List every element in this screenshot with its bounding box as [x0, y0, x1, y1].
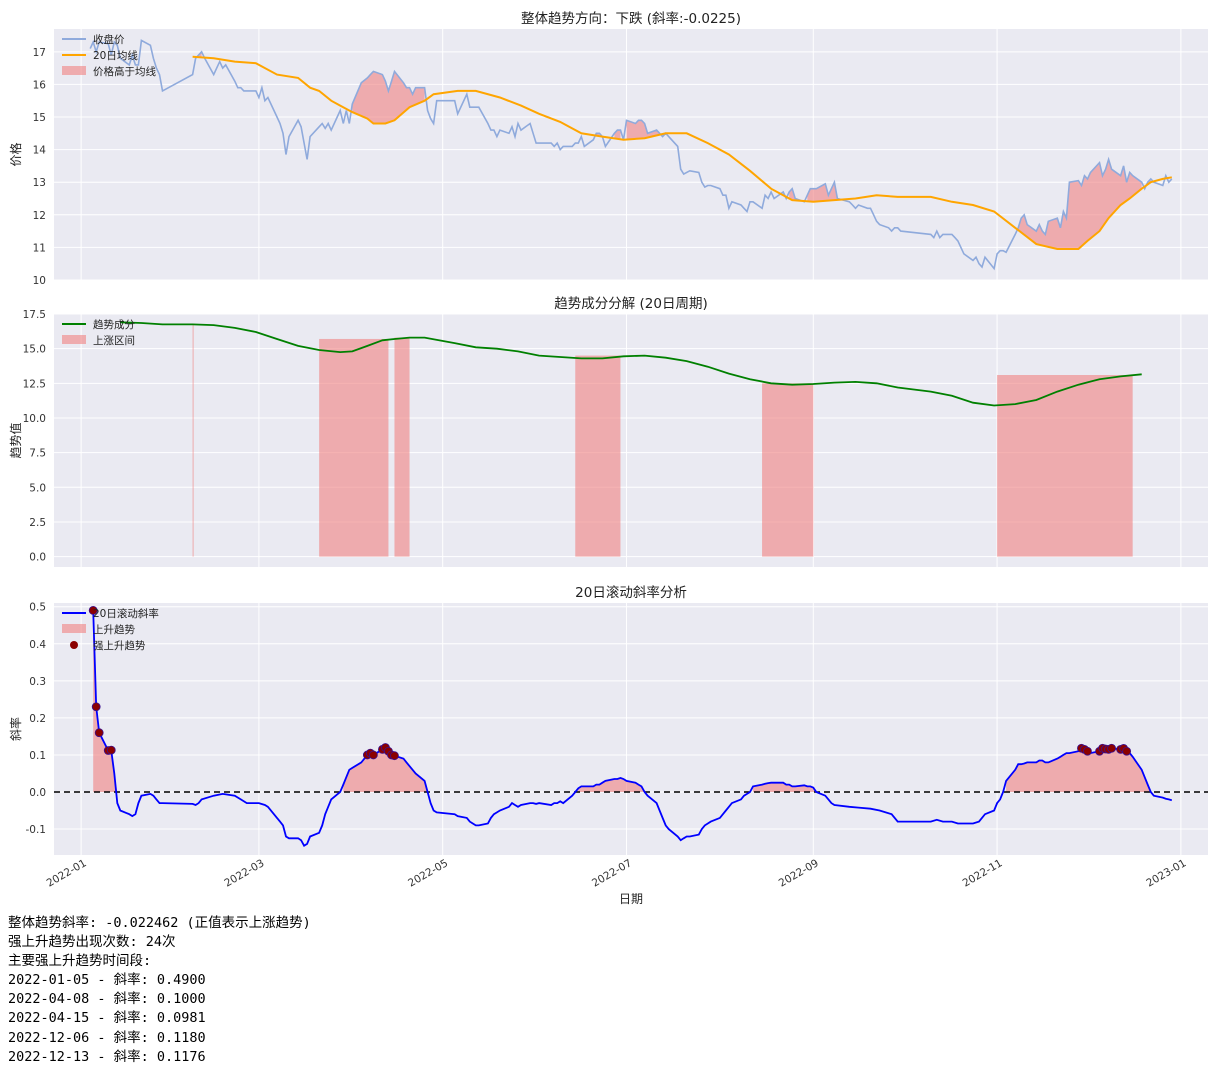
y-tick-label: 2.5	[29, 517, 46, 529]
y-tick-label: 15	[33, 112, 46, 124]
y-tick-label: 5.0	[29, 482, 46, 494]
overall-slope-line: 整体趋势斜率: -0.022462 (正值表示上涨趋势)	[8, 915, 311, 931]
legend-label: 收盘价	[93, 33, 125, 46]
strong-uptrend-point	[106, 745, 116, 755]
legend-label: 上涨区间	[93, 334, 135, 347]
price-trend-panel: 10 11 12 13 14 15 16 17 整体趋势方向：下跌 (斜率:-0.0225) 价格…	[8, 10, 1208, 287]
legend-label: 上升趋势	[93, 623, 135, 636]
legend-fill-swatch	[62, 66, 86, 75]
uptrend-region	[997, 374, 1133, 557]
uptrend-region	[394, 337, 410, 557]
ma20-line	[192, 55, 1172, 250]
y-tick-label: 11	[33, 242, 46, 254]
trend-component-panel: 0.0 2.5 5.0 7.5 10.0 12.5 15.0 17.5 趋势成分分解 (20日周…	[8, 296, 1208, 567]
y-axis-label: 斜率	[8, 717, 23, 741]
period-line: 2022-12-13 - 斜率: 0.1176	[8, 1048, 206, 1065]
uptrend-region	[319, 338, 389, 557]
uptrend-region	[575, 355, 621, 557]
y-axis-label: 趋势值	[8, 422, 23, 458]
legend-label: 20日滚动斜率	[93, 607, 159, 620]
y-tick-label: 15.0	[23, 344, 46, 356]
y-tick-label: 16	[33, 79, 47, 91]
x-axis-label: 日期	[619, 892, 643, 906]
strong-uptrend-point	[88, 606, 98, 615]
strong-uptrend-point	[91, 702, 101, 712]
panel-title: 20日滚动斜率分析	[575, 584, 687, 601]
uptrend-region	[762, 383, 814, 557]
above-ma-area	[1018, 159, 1142, 249]
y-tick-label: 14	[33, 145, 47, 157]
x-tick-label: 2022-11	[961, 857, 1005, 889]
above-ma-area	[789, 188, 796, 201]
strong-uptrend-count-line: 强上升趋势出现次数: 24次	[8, 934, 176, 951]
uptrend-area	[93, 610, 118, 792]
x-tick-label: 2022-09	[777, 857, 821, 889]
y-tick-label: 0.0	[29, 552, 46, 564]
period-line: 2022-12-06 - 斜率: 0.1180	[8, 1029, 206, 1046]
analysis-report: 整体趋势斜率: -0.022462 (正值表示上涨趋势) 强上升趋势出现次数: …	[8, 914, 311, 1067]
legend-label: 趋势成分	[93, 318, 135, 331]
strong-uptrend-point	[368, 750, 378, 760]
period-line: 2022-01-05 - 斜率: 0.4900	[8, 972, 206, 989]
x-tick-label: 2022-03	[222, 857, 266, 889]
y-axis-label: 价格	[8, 142, 23, 166]
y-tick-label: 0.5	[29, 602, 46, 614]
close-price-line	[89, 39, 1173, 271]
y-tick-label: 0.2	[29, 713, 46, 725]
x-tick-label: 2023-01	[1144, 857, 1188, 889]
strong-uptrend-point	[1122, 746, 1132, 756]
legend-fill-swatch	[62, 624, 86, 633]
strong-uptrend-point	[1107, 743, 1116, 753]
plot-area	[54, 29, 1208, 280]
uptrend-area	[1006, 748, 1151, 792]
legend-label: 20日均线	[93, 49, 138, 62]
panel-title: 趋势成分分解 (20日周期)	[554, 296, 708, 312]
legend-marker-swatch	[70, 641, 78, 649]
period-line: 2022-04-15 - 斜率: 0.0981	[8, 1010, 206, 1027]
legend-label: 强上升趋势	[93, 639, 146, 652]
uptrend-region	[192, 323, 194, 557]
legend-label: 价格高于均线	[93, 65, 156, 78]
uptrend-area	[753, 782, 817, 792]
y-tick-label: 12	[33, 210, 46, 222]
y-tick-label: 0.0	[29, 787, 46, 799]
plot-area	[54, 603, 1208, 855]
legend-fill-swatch	[62, 335, 86, 344]
y-tick-label: 7.5	[29, 448, 46, 460]
y-tick-label: 17	[33, 47, 46, 59]
above-ma-area	[807, 182, 838, 202]
y-tick-label: 10.0	[23, 413, 46, 425]
panel-title: 整体趋势方向：下跌 (斜率:-0.0225)	[521, 10, 741, 27]
strong-uptrend-point	[1083, 746, 1092, 756]
trend-component-line	[120, 321, 1142, 407]
above-ma-area	[626, 120, 660, 140]
y-tick-label: 13	[33, 177, 46, 189]
strong-uptrend-periods-heading: 主要强上升趋势时间段:	[8, 953, 152, 970]
above-ma-area	[352, 71, 425, 124]
y-tick-label: 0.4	[29, 639, 46, 651]
x-tick-label: 2022-07	[590, 857, 634, 889]
period-line: 2022-04-08 - 斜率: 0.1000	[8, 991, 206, 1008]
y-tick-label: 0.1	[29, 750, 46, 762]
y-tick-label: 10	[33, 275, 46, 287]
y-tick-label: 12.5	[23, 378, 46, 390]
x-tick-label: 2022-05	[406, 857, 450, 889]
y-tick-label: 17.5	[23, 309, 46, 321]
strong-uptrend-point	[390, 751, 399, 761]
x-tick-label: 2022-01	[45, 857, 89, 889]
strong-uptrend-point	[94, 728, 104, 738]
y-tick-label: 0.3	[29, 676, 46, 688]
slope-line	[92, 610, 1173, 847]
figure: 10 11 12 13 14 15 16 17 整体趋势方向：下跌 (斜率:-0.0225) 价格…	[8, 10, 1208, 906]
y-tick-label: -0.1	[26, 824, 47, 836]
